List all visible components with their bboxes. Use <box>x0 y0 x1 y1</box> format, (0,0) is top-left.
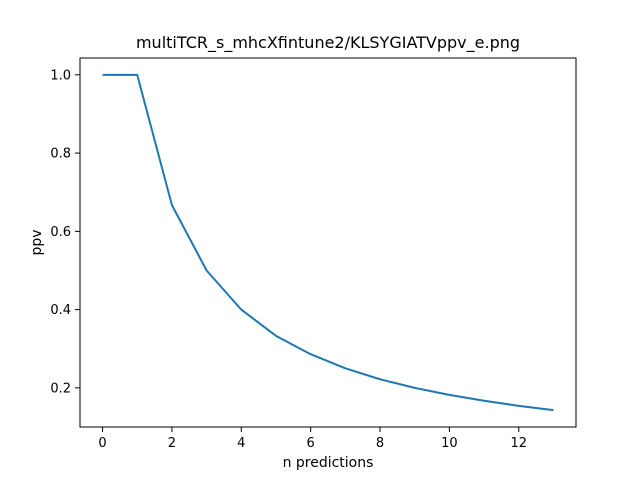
series-line-0 <box>102 73 554 412</box>
plot-area <box>80 58 576 427</box>
y-tick-label: 0.2 <box>50 381 71 396</box>
x-tick-label: 8 <box>376 436 384 451</box>
y-tick-label: 1.0 <box>50 68 71 83</box>
plot-frame <box>79 57 577 428</box>
y-tick-label: 0.4 <box>50 303 71 318</box>
series-layer <box>102 73 554 412</box>
y-ticks: 0.2 0.4 0.6 0.8 1.0 <box>50 68 80 396</box>
y-tick-label: 0.6 <box>50 225 71 240</box>
x-tick-label: 10 <box>441 436 458 451</box>
chart-title: multiTCR_s_mhcXfintune2/KLSYGIATVppv_e.p… <box>136 33 520 53</box>
x-tick-label: 2 <box>168 436 176 451</box>
y-axis-label: ppv <box>29 229 45 255</box>
x-ticks: 0 2 4 6 8 10 12 <box>98 427 527 451</box>
y-tick-label: 0.8 <box>50 147 71 162</box>
x-axis-label: n predictions <box>283 455 374 471</box>
x-tick-label: 0 <box>98 436 106 451</box>
x-tick-label: 12 <box>510 436 527 451</box>
x-tick-label: 4 <box>237 436 245 451</box>
x-tick-label: 6 <box>307 436 315 451</box>
